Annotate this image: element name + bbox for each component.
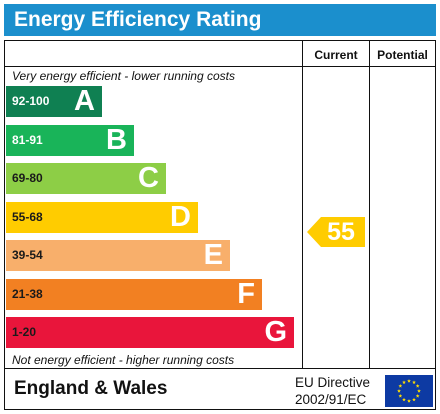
band-range-label: 39-54 [12,248,43,262]
eu-star-icon [398,384,403,388]
band-letter: F [237,277,255,310]
band-range-label: 81-91 [12,132,43,147]
band-e: 39-54 E [6,240,230,271]
region-label: England & Wales [14,378,168,399]
title-bar: Energy Efficiency Rating [4,4,436,36]
column-header-potential: Potential [377,48,428,62]
band-letter: B [106,123,127,156]
column-header-current: Current [314,48,358,62]
current-rating-value: 55 [327,218,355,246]
eu-star-icon [412,380,416,384]
band-letter: A [74,85,95,117]
band-range-label: 92-100 [12,94,50,108]
eu-star-icon [417,389,421,393]
eu-star-icon [415,394,420,398]
eu-star-icon [415,384,420,388]
eu-star-icon [402,380,406,384]
band-range-label: 21-38 [12,286,43,301]
inefficient-note: Not energy efficient - higher running co… [12,353,235,367]
band-g: 1-20 G [6,317,294,348]
band-range-label: 69-80 [12,171,43,185]
band-letter: E [203,239,223,271]
rating-frame [4,40,436,410]
band-range-label: 1-20 [12,325,37,339]
band-letter: D [170,200,191,233]
column-divider-potential [369,41,370,368]
eu-star-icon [412,397,416,402]
header-divider [5,66,435,67]
eu-star-icon [398,394,403,398]
footer-divider [5,368,435,369]
band-f: 21-38 F [6,277,262,310]
band-letter: C [138,162,159,194]
page-title: Energy Efficiency Rating [14,8,262,31]
eu-star-icon [397,389,401,393]
band-c: 69-80 C [6,163,166,194]
efficient-note: Very energy efficient - lower running co… [12,69,235,83]
eu-star-icon [402,397,406,402]
band-d: 55-68 D [6,200,198,233]
band-range-label: 55-68 [12,209,43,224]
eu-star-icon [407,399,411,403]
band-a: 92-100 A [6,86,102,117]
band-b: 81-91 B [6,123,134,156]
directive-line-2: 2002/91/EC [295,392,367,407]
current-rating-arrow [307,217,365,247]
column-divider-current [302,41,303,368]
directive-line-1: EU Directive [295,375,371,390]
eu-flag-icon [385,375,433,407]
eu-star-icon [407,379,411,383]
band-letter: G [264,316,287,348]
